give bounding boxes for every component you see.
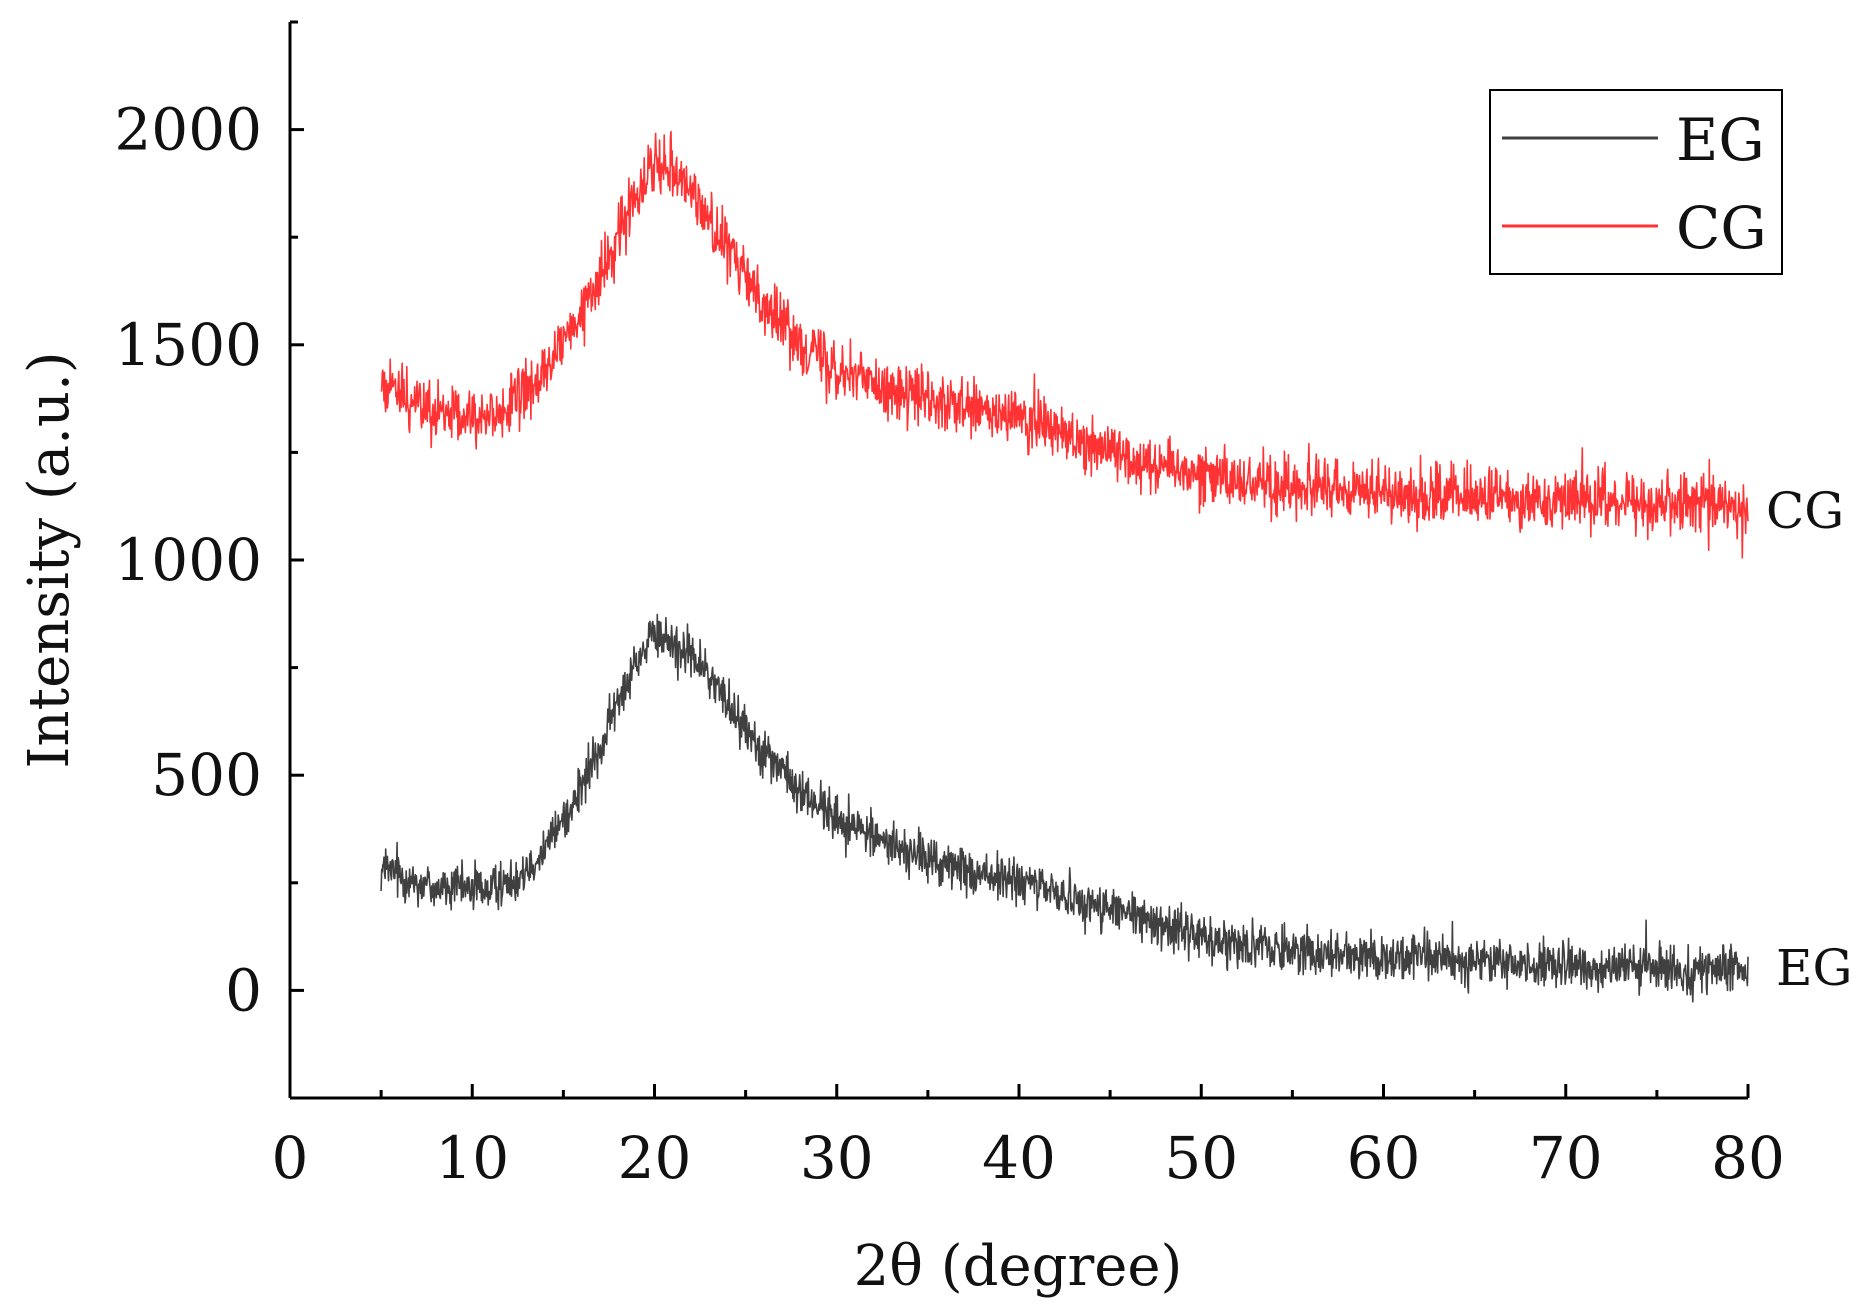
y-axis-title: Intensity (a.u.) bbox=[17, 351, 82, 768]
series-line-cg bbox=[380, 130, 1749, 559]
legend-label-cg: CG bbox=[1676, 194, 1767, 262]
legend: EG CG bbox=[1489, 89, 1783, 275]
series-end-label-eg: EG bbox=[1776, 939, 1852, 997]
legend-box bbox=[1489, 89, 1783, 275]
x-tick-label: 20 bbox=[618, 1124, 692, 1192]
x-tick-label: 60 bbox=[1347, 1124, 1421, 1192]
x-tick-label: 10 bbox=[435, 1124, 509, 1192]
y-tick-label: 2000 bbox=[114, 96, 262, 164]
ticks: 0 10 20 30 40 50 60 70 80 0 500 1000 1500 2000 bbox=[114, 20, 1785, 1192]
x-tick-label: 70 bbox=[1529, 1124, 1603, 1192]
series-layer bbox=[380, 130, 1749, 1003]
y-tick-label: 1000 bbox=[114, 526, 262, 594]
x-tick-label: 40 bbox=[982, 1124, 1056, 1192]
series-line-eg bbox=[380, 613, 1749, 1003]
x-tick-label: 30 bbox=[800, 1124, 874, 1192]
legend-label-eg: EG bbox=[1676, 106, 1765, 174]
y-tick-label: 1500 bbox=[114, 311, 262, 379]
x-tick-label: 50 bbox=[1164, 1124, 1238, 1192]
series-end-labels: CG EG bbox=[1766, 482, 1852, 997]
x-axis-title: 2θ (degree) bbox=[854, 1234, 1183, 1299]
series-end-label-cg: CG bbox=[1766, 482, 1844, 540]
y-tick-label: 0 bbox=[225, 956, 262, 1024]
x-tick-label: 0 bbox=[272, 1124, 309, 1192]
y-tick-label: 500 bbox=[151, 741, 262, 809]
x-tick-label: 80 bbox=[1711, 1124, 1785, 1192]
